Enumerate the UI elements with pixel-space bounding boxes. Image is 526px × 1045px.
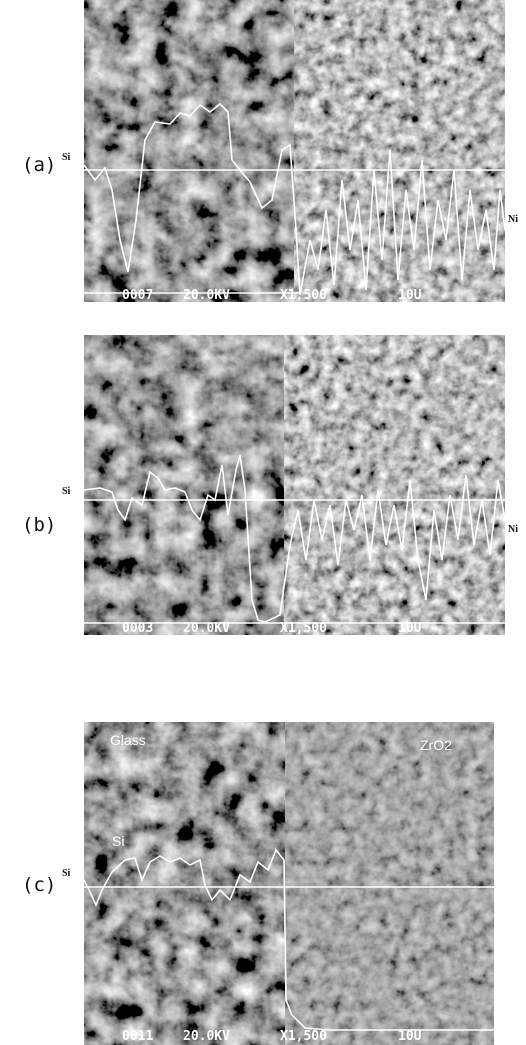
region-label: ZrO2 xyxy=(420,737,452,753)
element-marker: Ni xyxy=(508,214,518,225)
sem-info: 0003 xyxy=(122,621,153,636)
sem-texture xyxy=(284,335,505,635)
sem-info: X1,500 xyxy=(280,1029,327,1044)
sem-texture xyxy=(84,0,294,302)
element-marker: Si xyxy=(62,152,71,163)
si-profile xyxy=(83,454,266,623)
sem-texture xyxy=(285,722,494,1045)
sem-info: 0011 xyxy=(122,1029,153,1044)
region-label: Glass xyxy=(110,732,146,748)
sem-info: 20.0KV xyxy=(183,1029,230,1044)
sem-info: 10U xyxy=(398,288,422,303)
sem-info: 20.0KV xyxy=(183,288,230,303)
panel-b: (b) Si Ni 0003 20.0KV X1,500 10U xyxy=(22,335,518,636)
sem-texture xyxy=(84,335,284,635)
si-profile xyxy=(83,848,494,1031)
ni-profile xyxy=(264,474,506,623)
ni-profile xyxy=(299,149,506,296)
region-label: Si xyxy=(112,833,124,849)
si-profile xyxy=(83,102,301,296)
sem-info: 10U xyxy=(398,1029,422,1044)
element-marker: Si xyxy=(62,868,71,879)
panel-c: (c) Si Glass Si ZrO2 0011 20.0KV X1,500 … xyxy=(22,722,494,1045)
panel-label: (c) xyxy=(22,874,56,896)
sem-texture xyxy=(84,722,285,1045)
element-marker: Ni xyxy=(508,524,518,535)
sem-info: 0007 xyxy=(122,288,153,303)
sem-info: X1,500 xyxy=(280,288,327,303)
sem-info: 10U xyxy=(398,621,422,636)
element-marker: Si xyxy=(62,486,71,497)
panel-label: (a) xyxy=(22,154,56,176)
sem-info: X1,500 xyxy=(280,621,327,636)
sem-texture xyxy=(294,0,505,302)
panel-a: (a) Si Ni 0007 20.0KV X1,500 10U xyxy=(22,0,518,303)
sem-info: 20.0KV xyxy=(183,621,230,636)
panel-label: (b) xyxy=(22,514,56,536)
